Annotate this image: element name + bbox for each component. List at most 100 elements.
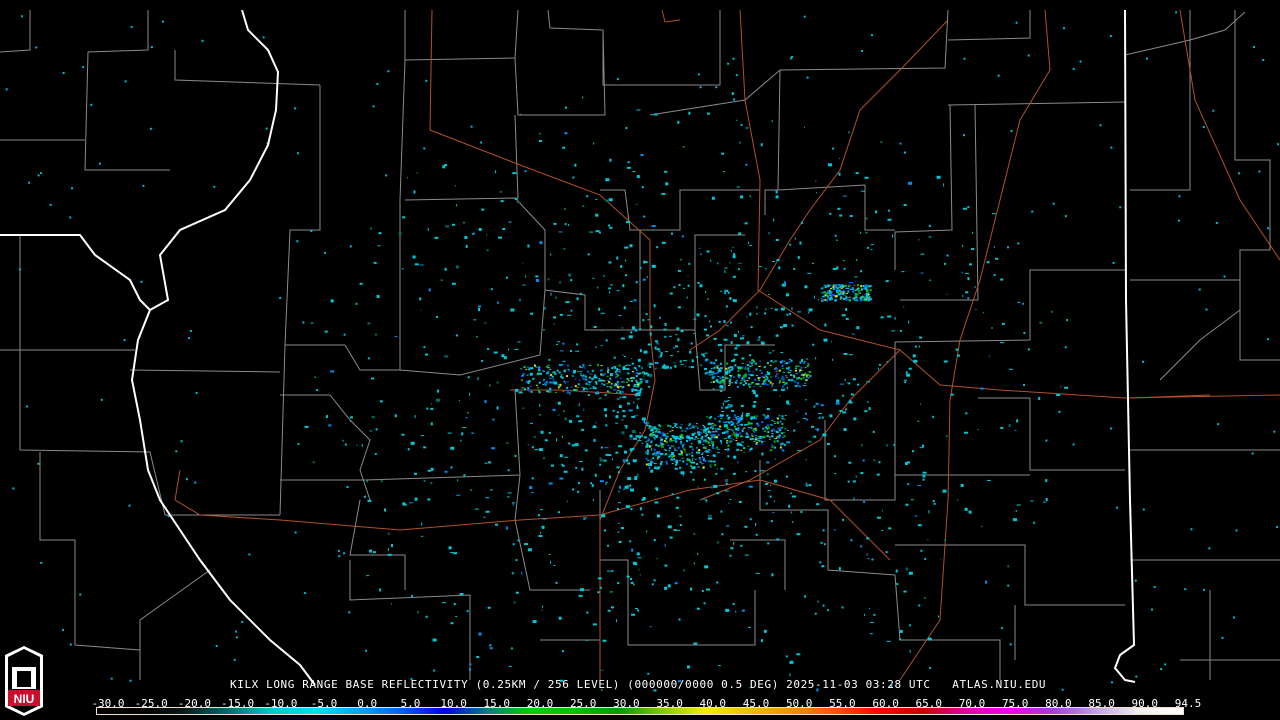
radar-echo: [848, 461, 852, 464]
radar-echo: [679, 460, 682, 462]
radar-echo: [841, 290, 844, 292]
radar-echo: [710, 439, 713, 441]
radar-echo: [606, 375, 609, 377]
radar-echo: [863, 299, 866, 302]
radar-echo: [486, 249, 489, 251]
radar-echo: [568, 273, 572, 277]
radar-echo: [833, 284, 836, 286]
radar-echo: [730, 374, 733, 376]
radar-echo: [703, 328, 707, 331]
radar-echo: [967, 205, 970, 208]
radar-echo: [743, 451, 745, 453]
radar-echo: [582, 374, 585, 377]
radar-echo: [615, 451, 619, 454]
radar-echo: [678, 618, 681, 621]
radar-echo: [703, 446, 706, 449]
radar-echo: [674, 460, 677, 462]
radar-echo: [647, 373, 650, 377]
radar-echo: [967, 297, 970, 300]
radar-echo: [584, 387, 587, 389]
radar-echo: [571, 444, 575, 447]
radar-echo: [761, 375, 764, 378]
radar-echo: [842, 411, 847, 414]
radar-echo: [599, 369, 602, 372]
radar-echo: [663, 364, 666, 367]
radar-echo: [526, 374, 529, 376]
radar-echo: [776, 417, 779, 419]
radar-echo: [525, 275, 527, 278]
radar-echo: [616, 507, 619, 510]
radar-echo: [903, 204, 907, 207]
radar-echo: [724, 289, 729, 292]
radar-echo: [771, 429, 774, 432]
radar-echo: [760, 443, 763, 445]
radar-echo: [853, 291, 856, 293]
radar-echo: [698, 448, 701, 451]
radar-echo: [982, 312, 984, 314]
radar-echo: [579, 370, 583, 372]
radar-echo: [636, 383, 639, 386]
radar-echo: [730, 382, 733, 384]
radar-echo: [598, 379, 601, 382]
radar-echo: [572, 375, 575, 377]
radar-echo: [907, 483, 910, 486]
radar-echo: [664, 322, 667, 326]
radar-echo: [838, 289, 841, 292]
radar-echo: [781, 415, 784, 418]
radar-echo: [630, 581, 634, 584]
radar-echo: [701, 455, 703, 458]
radar-echo: [622, 367, 625, 370]
radar-echo: [638, 435, 642, 439]
radar-echo: [864, 287, 867, 289]
radar-echo: [550, 560, 552, 564]
radar-echo: [1178, 195, 1181, 198]
radar-echo: [755, 394, 759, 398]
radar-echo: [564, 223, 567, 226]
radar-echo: [623, 488, 626, 490]
radar-echo: [549, 373, 552, 376]
radar-echo: [776, 440, 779, 443]
radar-echo: [752, 404, 756, 408]
radar-echo: [634, 366, 637, 369]
county-line: [602, 10, 721, 86]
radar-echo: [1203, 588, 1206, 591]
radar-echo: [703, 430, 706, 433]
radar-echo: [711, 377, 714, 380]
radar-echo: [644, 451, 647, 455]
radar-echo: [634, 379, 637, 381]
county-line: [824, 342, 896, 501]
radar-echo: [734, 434, 737, 437]
radar-echoes: [5, 11, 1279, 692]
radar-echo: [736, 385, 739, 388]
radar-echo: [707, 430, 710, 432]
radar-echo: [631, 613, 636, 616]
radar-echo: [608, 391, 611, 393]
radar-echo: [773, 389, 778, 392]
radar-echo: [785, 293, 789, 297]
radar-echo: [699, 364, 702, 366]
radar-echo: [850, 539, 853, 542]
radar-echo: [726, 362, 729, 365]
radar-echo: [878, 461, 881, 464]
radar-echo: [866, 401, 869, 403]
radar-echo: [827, 284, 830, 286]
radar-echo: [420, 435, 424, 437]
radar-echo: [568, 224, 570, 227]
radar-echo: [421, 535, 424, 537]
radar-echo: [799, 369, 802, 372]
radar-echo: [869, 607, 871, 609]
radar-echo: [514, 197, 518, 200]
radar-echo: [742, 412, 744, 416]
radar-echo: [185, 478, 188, 481]
radar-echo: [607, 380, 610, 382]
radar-echo: [716, 372, 719, 375]
radar-echo: [864, 410, 868, 413]
radar-echo: [853, 284, 856, 286]
radar-echo: [772, 428, 775, 431]
radar-echo: [772, 350, 775, 352]
radar-echo: [735, 344, 740, 347]
radar-echo: [855, 172, 859, 175]
radar-echo: [739, 432, 742, 435]
radar-echo: [90, 103, 93, 106]
radar-echo: [684, 365, 687, 367]
